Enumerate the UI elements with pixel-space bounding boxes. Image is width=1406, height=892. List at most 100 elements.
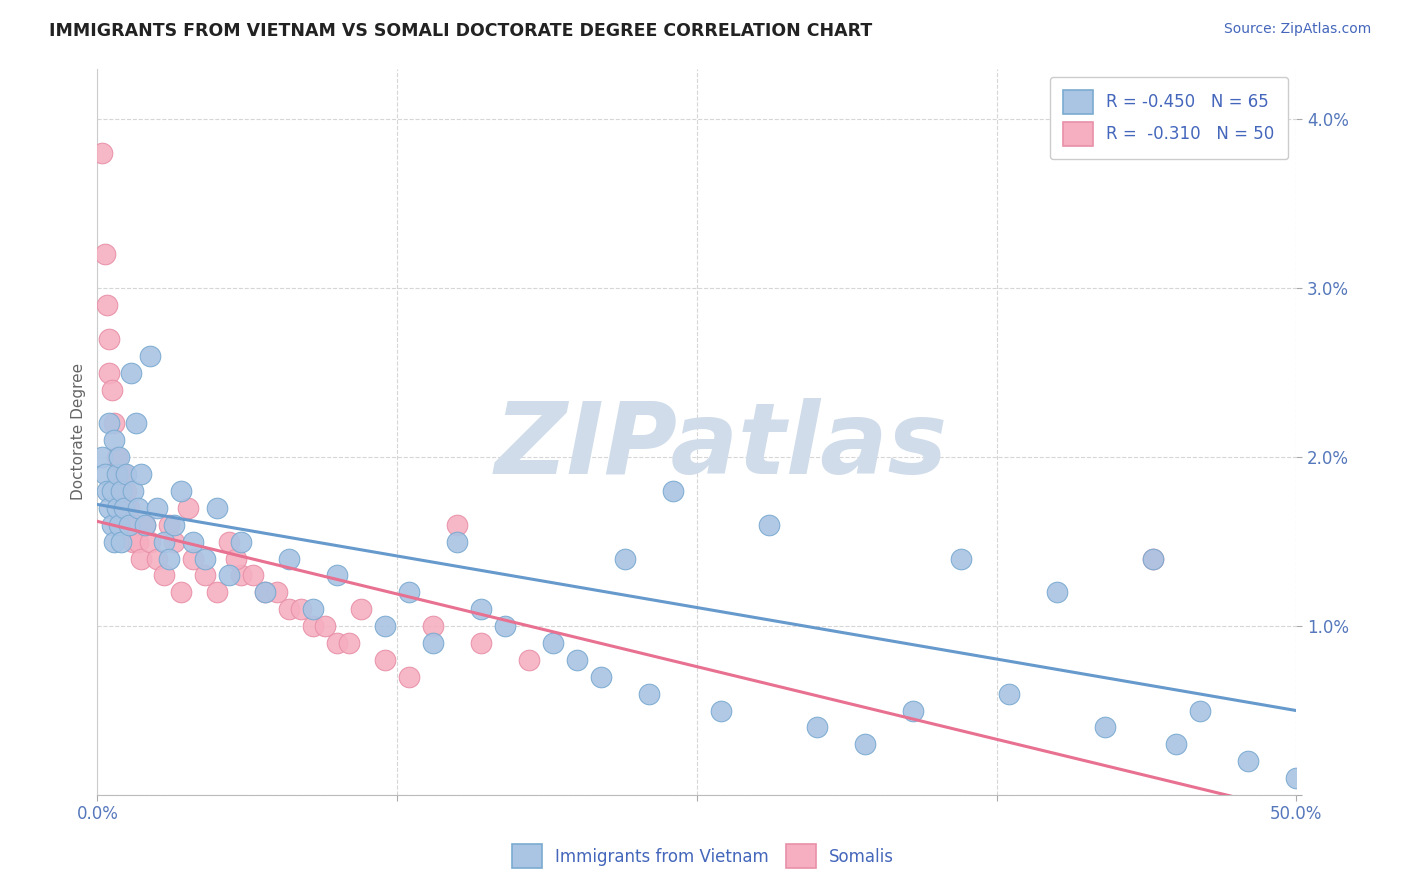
Point — [225, 551, 247, 566]
Point — [163, 517, 186, 532]
Point — [194, 568, 217, 582]
Point — [170, 483, 193, 498]
Point — [105, 467, 128, 481]
Point — [613, 551, 636, 566]
Point — [139, 534, 162, 549]
Point — [853, 738, 876, 752]
Point — [290, 602, 312, 616]
Point — [127, 534, 149, 549]
Point — [1142, 551, 1164, 566]
Point — [446, 517, 468, 532]
Point — [146, 551, 169, 566]
Point — [153, 534, 176, 549]
Point — [98, 500, 121, 515]
Point — [398, 670, 420, 684]
Point — [194, 551, 217, 566]
Point — [91, 450, 114, 464]
Point — [122, 534, 145, 549]
Point — [662, 483, 685, 498]
Point — [110, 534, 132, 549]
Point — [93, 467, 115, 481]
Point — [710, 704, 733, 718]
Point — [1166, 738, 1188, 752]
Point — [314, 619, 336, 633]
Point — [105, 450, 128, 464]
Point — [254, 585, 277, 599]
Point — [108, 467, 131, 481]
Point — [96, 483, 118, 498]
Point — [110, 500, 132, 515]
Point — [470, 636, 492, 650]
Point — [398, 585, 420, 599]
Point — [374, 653, 396, 667]
Point — [997, 687, 1019, 701]
Point — [96, 298, 118, 312]
Point — [218, 534, 240, 549]
Point — [115, 483, 138, 498]
Point — [1045, 585, 1067, 599]
Legend: R = -0.450   N = 65, R =  -0.310   N = 50: R = -0.450 N = 65, R = -0.310 N = 50 — [1050, 77, 1288, 159]
Point — [103, 434, 125, 448]
Point — [105, 500, 128, 515]
Point — [1142, 551, 1164, 566]
Point — [231, 568, 253, 582]
Point — [254, 585, 277, 599]
Point — [110, 483, 132, 498]
Point — [122, 483, 145, 498]
Point — [134, 517, 156, 532]
Text: ZIPatlas: ZIPatlas — [495, 398, 948, 495]
Point — [758, 517, 780, 532]
Point — [207, 585, 229, 599]
Point — [1285, 771, 1308, 785]
Point — [91, 146, 114, 161]
Point — [302, 602, 325, 616]
Point — [1094, 721, 1116, 735]
Point — [134, 517, 156, 532]
Point — [100, 483, 122, 498]
Legend: Immigrants from Vietnam, Somalis: Immigrants from Vietnam, Somalis — [505, 838, 901, 875]
Point — [326, 636, 349, 650]
Point — [139, 349, 162, 363]
Point — [470, 602, 492, 616]
Point — [1189, 704, 1212, 718]
Point — [157, 517, 180, 532]
Point — [177, 500, 200, 515]
Point — [98, 332, 121, 346]
Point — [108, 450, 131, 464]
Point — [100, 383, 122, 397]
Point — [110, 483, 132, 498]
Point — [100, 517, 122, 532]
Point — [163, 534, 186, 549]
Point — [120, 366, 142, 380]
Point — [112, 500, 135, 515]
Point — [207, 500, 229, 515]
Point — [337, 636, 360, 650]
Point — [112, 467, 135, 481]
Point — [98, 417, 121, 431]
Point — [242, 568, 264, 582]
Point — [129, 467, 152, 481]
Point — [115, 467, 138, 481]
Point — [125, 517, 148, 532]
Point — [541, 636, 564, 650]
Point — [326, 568, 349, 582]
Point — [302, 619, 325, 633]
Point — [517, 653, 540, 667]
Point — [120, 517, 142, 532]
Point — [103, 417, 125, 431]
Text: Source: ZipAtlas.com: Source: ZipAtlas.com — [1223, 22, 1371, 37]
Point — [638, 687, 661, 701]
Point — [103, 534, 125, 549]
Point — [153, 568, 176, 582]
Point — [146, 500, 169, 515]
Point — [218, 568, 240, 582]
Point — [422, 636, 444, 650]
Point — [565, 653, 588, 667]
Point — [446, 534, 468, 549]
Point — [117, 500, 139, 515]
Point — [181, 534, 204, 549]
Point — [117, 517, 139, 532]
Point — [181, 551, 204, 566]
Point — [157, 551, 180, 566]
Point — [350, 602, 373, 616]
